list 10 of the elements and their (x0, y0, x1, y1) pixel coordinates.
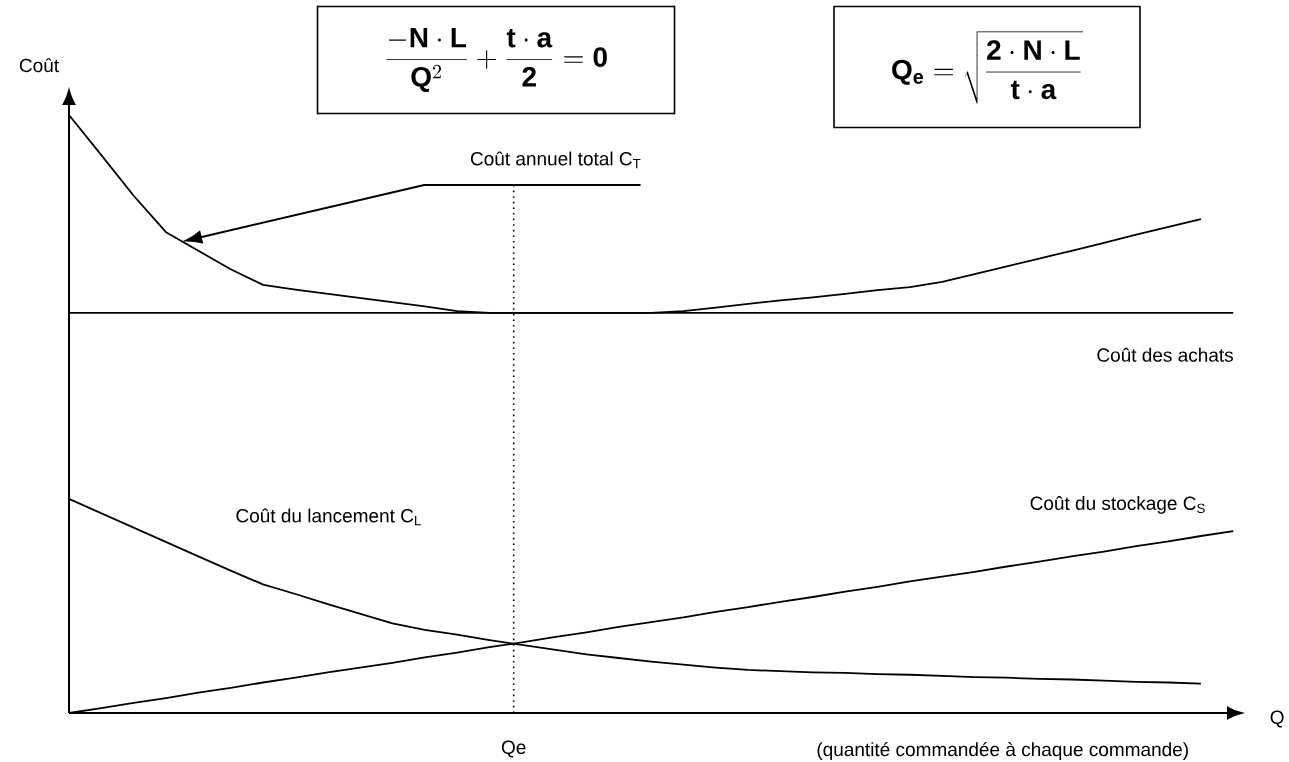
text: $\frac{-\mathbf{N}\cdot\mathbf{L}}{\mathbf{Q}^{2}}+\frac{\mathbf{t}\cdot\mathbf{a}}{\mathbf{2}}=\mathbf{0}$ (386, 27, 607, 93)
text: Coût du lancement C$_{L}$ (236, 508, 421, 526)
annotation: Coût annuel total C$_{T}$ (470, 151, 641, 169)
text: (quantité commandée à chaque commande) (817, 742, 1188, 760)
series-label: Coût des achats (1097, 347, 1233, 362)
x-axis-title: Q (1270, 710, 1284, 728)
y-axis-title: Coût (19, 58, 59, 73)
text: Qe (501, 740, 526, 758)
text: $\mathbf{Q}_{\mathbf{e}}=\sqrt{\frac{\mathbf{2}\cdot\mathbf{N}\cdot\mathbf{L}}{\mathbf{t}\cdot\mathbf{a}}}$ (892, 31, 1084, 104)
series-label: Coût du stockage C$_{S}$ (1030, 496, 1205, 514)
